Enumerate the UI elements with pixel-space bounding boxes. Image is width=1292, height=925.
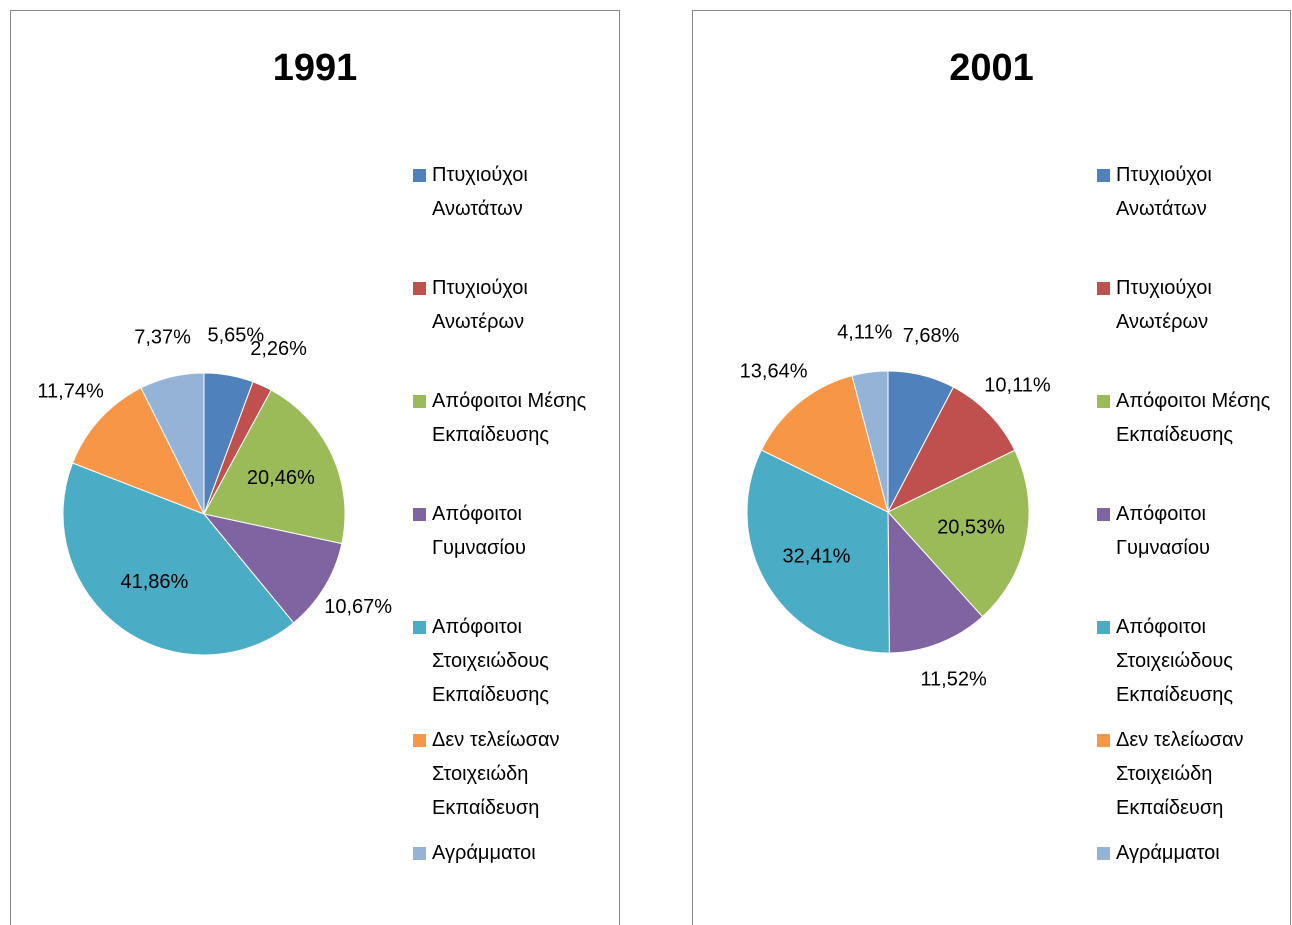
- legend-label: Πτυχιούχοι Ανωτέρων: [432, 277, 528, 333]
- data-label: 10,67%: [324, 596, 392, 618]
- legend-swatch: [413, 169, 426, 182]
- legend-label: Απόφοιτοι Στοιχειώδους Εκπαίδευσης: [1116, 616, 1233, 706]
- chart-frame: [692, 10, 1291, 925]
- pie-slice: [71, 387, 206, 515]
- data-label: 20,53%: [937, 516, 1005, 538]
- legend-swatch: [413, 734, 426, 747]
- data-label: 5,65%: [208, 325, 265, 347]
- pie-slice: [887, 449, 1030, 618]
- legend-label: Απόφοιτοι Στοιχειώδους Εκπαίδευσης: [432, 616, 549, 706]
- legend-swatch: [1097, 508, 1110, 521]
- legend-swatch: [1097, 847, 1110, 860]
- data-label: 7,37%: [134, 327, 191, 349]
- legend-swatch: [1097, 395, 1110, 408]
- legend-swatch: [413, 847, 426, 860]
- legend-swatch: [413, 395, 426, 408]
- pie-slice: [760, 375, 889, 513]
- data-label: 10,11%: [984, 375, 1051, 397]
- legend-label: Απόφοιτοι Μέσης Εκπαίδευσης: [1116, 390, 1271, 446]
- legend-label: Αγράμματοι: [1116, 842, 1220, 864]
- data-label: 11,74%: [37, 381, 104, 403]
- pie-slice: [203, 389, 346, 545]
- data-label: 32,41%: [783, 545, 851, 567]
- legend-swatch: [1097, 169, 1110, 182]
- legend-label: Πτυχιούχοι Ανωτέρων: [1116, 277, 1212, 333]
- legend-label: Δεν τελείωσαν Στοιχειώδη Εκπαίδευση: [1116, 729, 1244, 819]
- pie-slice: [851, 370, 889, 513]
- legend-label: Απόφοιτοι Μέσης Εκπαίδευσης: [432, 390, 587, 446]
- legend-label: Απόφοιτοι Γυμνασίου: [1116, 503, 1210, 559]
- data-label: 20,46%: [247, 467, 315, 489]
- legend-swatch: [413, 282, 426, 295]
- legend-swatch: [413, 508, 426, 521]
- legend-swatch: [413, 621, 426, 634]
- data-label: 4,11%: [837, 321, 892, 343]
- data-label: 11,52%: [920, 668, 987, 690]
- legend-label: Δεν τελείωσαν Στοιχειώδη Εκπαίδευση: [432, 729, 560, 819]
- pie-slice: [140, 372, 205, 515]
- legend-swatch: [1097, 621, 1110, 634]
- pie-slice: [202, 513, 343, 624]
- legend-label: Πτυχιούχοι Ανωτάτων: [432, 164, 528, 220]
- legend-label: Απόφοιτοι Γυμνασίου: [432, 503, 526, 559]
- chart-title: 1991: [273, 47, 358, 89]
- chart-title: 2001: [949, 47, 1034, 89]
- pie-slice: [746, 449, 890, 654]
- data-label: 13,64%: [740, 361, 808, 383]
- pie-slice: [886, 386, 1016, 514]
- chart-frame: [10, 10, 620, 925]
- data-label: 2,26%: [250, 338, 307, 360]
- pie-slice: [887, 510, 984, 654]
- legend-swatch: [1097, 734, 1110, 747]
- data-label: 41,86%: [121, 571, 189, 593]
- data-label: 7,68%: [903, 325, 960, 347]
- legend-label: Πτυχιούχοι Ανωτάτων: [1116, 164, 1212, 220]
- pie-slice: [62, 462, 295, 656]
- legend-swatch: [1097, 282, 1110, 295]
- legend-label: Αγράμματοι: [432, 842, 536, 864]
